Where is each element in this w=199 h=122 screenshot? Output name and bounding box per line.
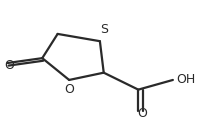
Text: OH: OH bbox=[177, 73, 196, 86]
Text: O: O bbox=[4, 59, 14, 72]
Text: O: O bbox=[137, 107, 147, 120]
Text: S: S bbox=[100, 23, 108, 36]
Text: O: O bbox=[64, 83, 74, 96]
